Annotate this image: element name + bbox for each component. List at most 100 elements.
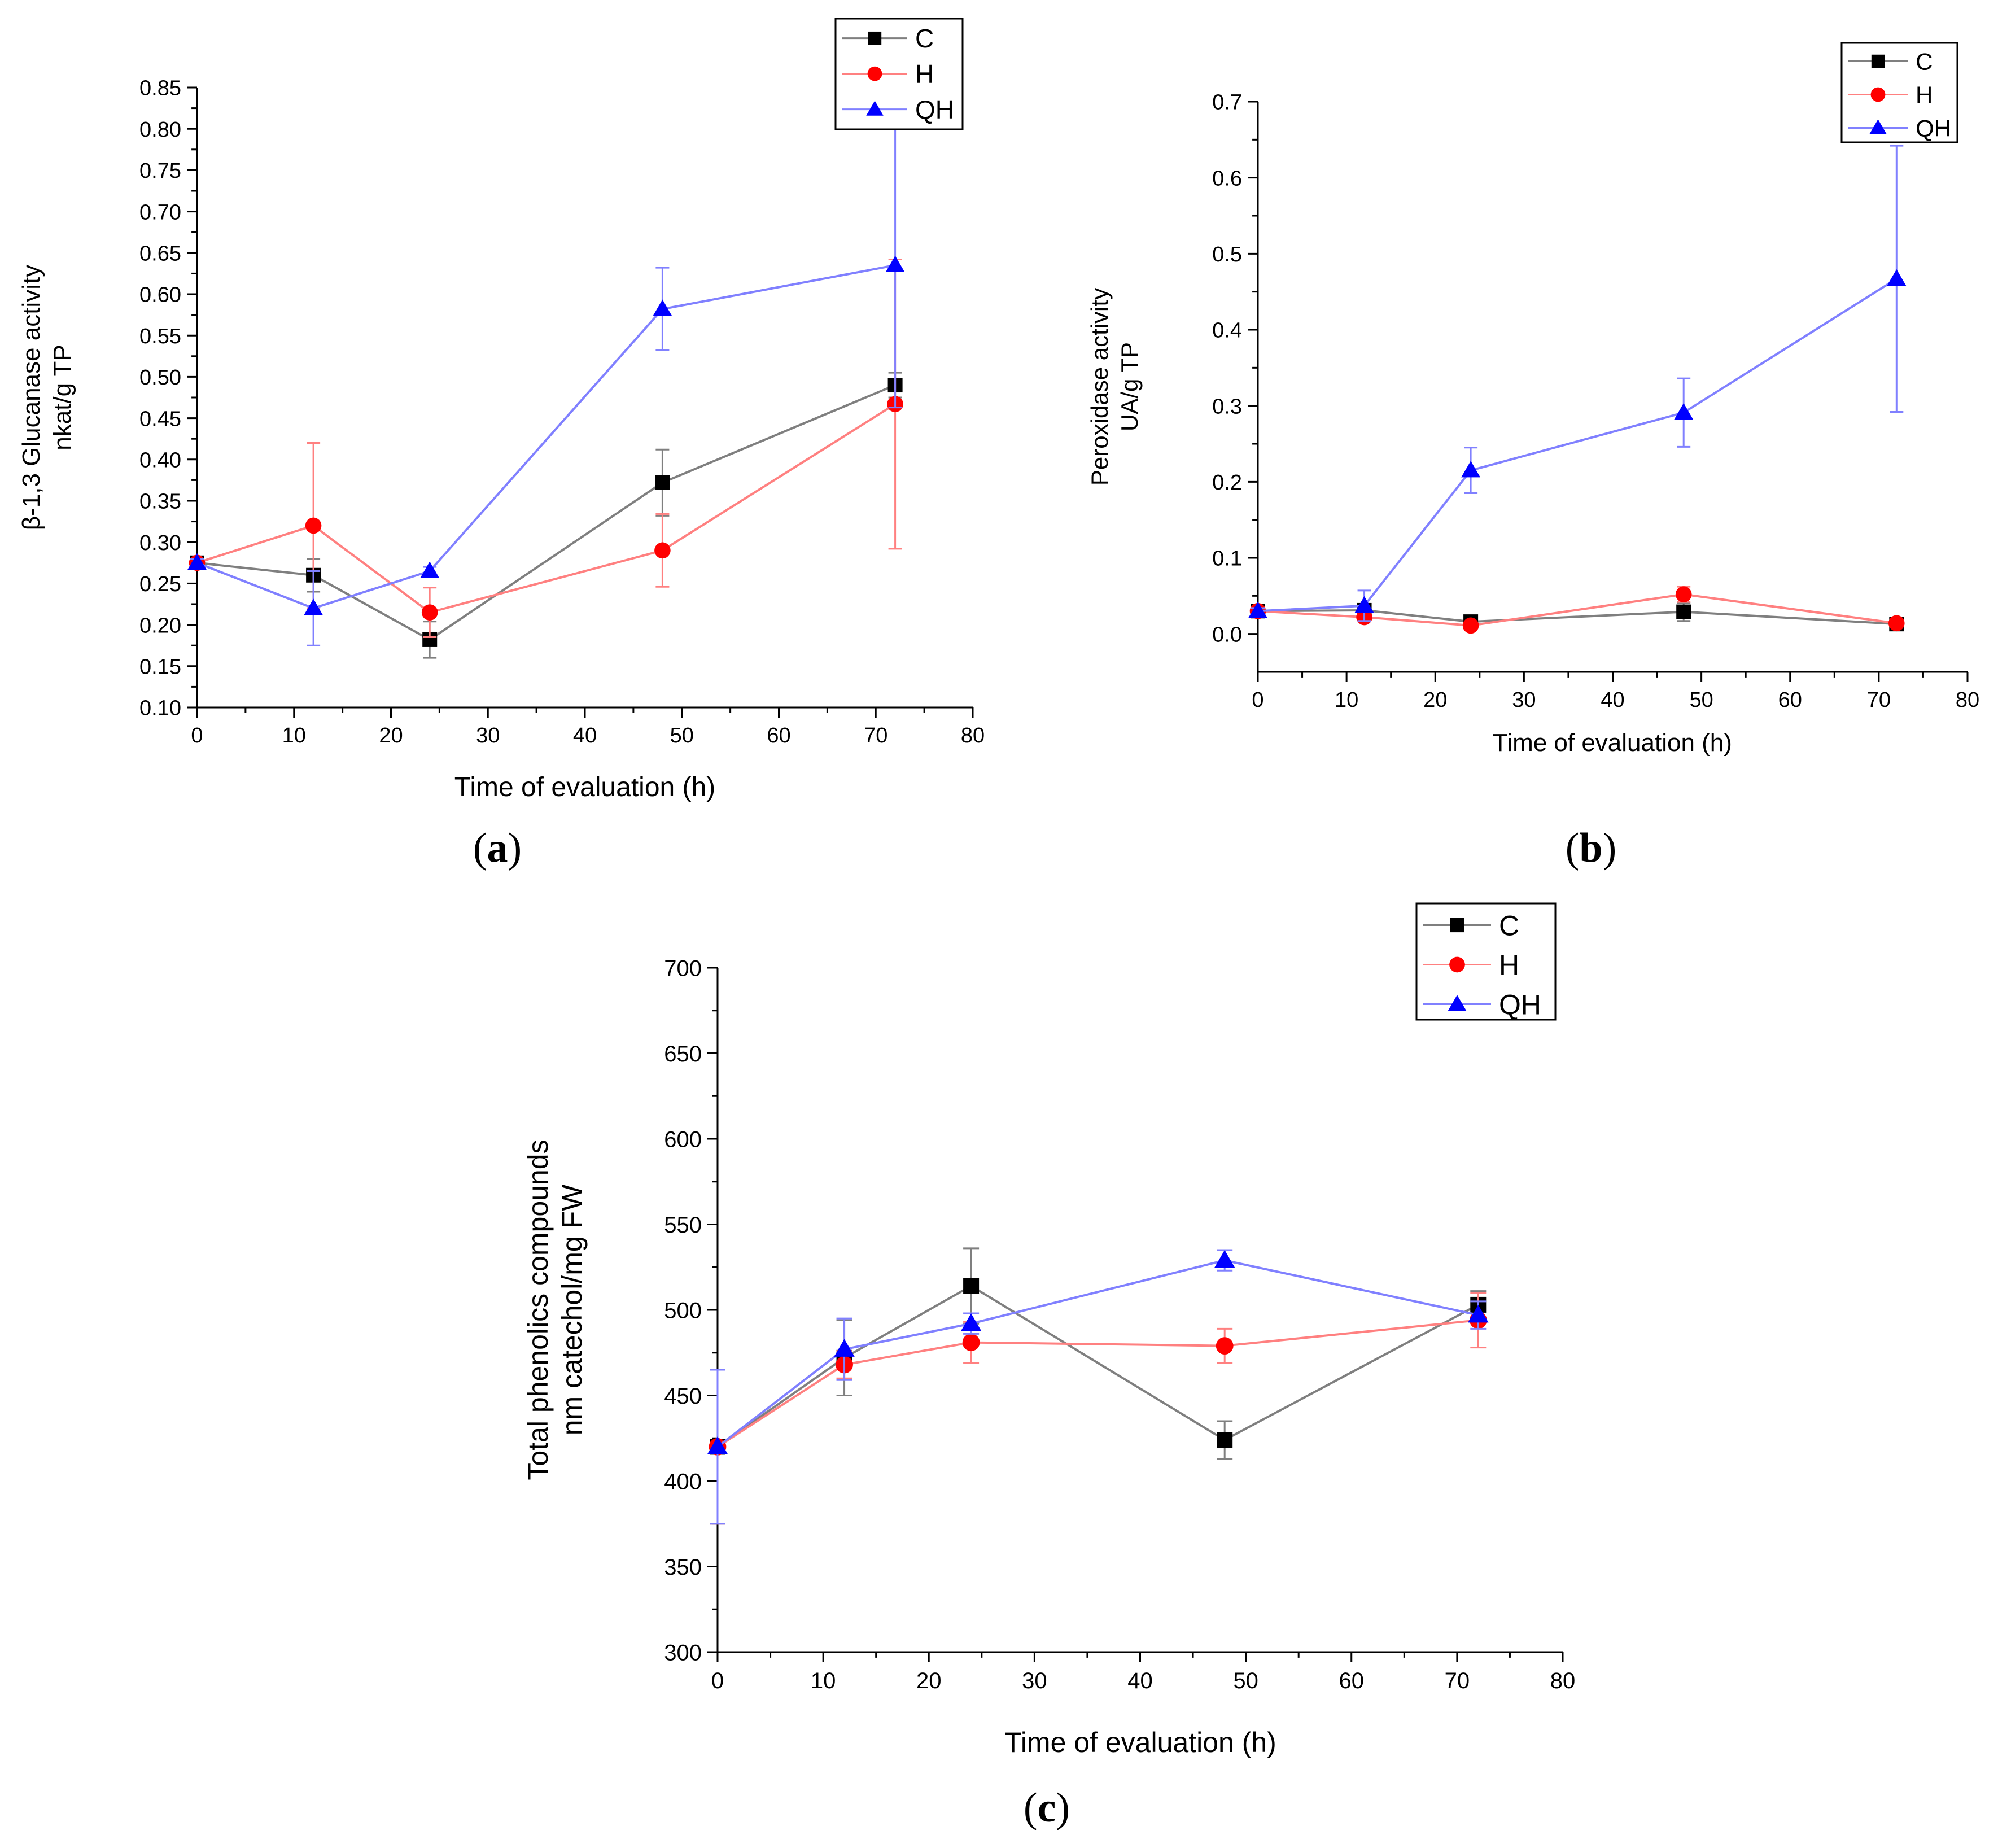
legend-marker-H [1870,87,1886,102]
y-tick-label: 0.60 [139,283,181,307]
data-point-QH [1214,1250,1235,1268]
legend-label-QH: QH [915,95,954,124]
x-tick-label: 20 [1423,688,1447,712]
panel-label-c: (c) [1023,1785,1070,1831]
legend-marker-QH [866,101,884,116]
legend-label-QH: QH [1499,989,1541,1021]
y-tick-label: 0.40 [139,448,181,472]
x-tick-label: 40 [1601,688,1624,712]
chart-c-svg: 0 10 20 30 40 50 60 70 80 300 350 400 450 500 550 600 65… [522,902,1576,1758]
series-QH [187,122,905,646]
chart-panel-b: 0 10 20 30 40 50 60 70 80 0.0 0.1 0.2 0.3 0.4 0.5 0.6 0.… [999,0,1998,903]
legend-marker-QH [1448,995,1467,1011]
y-axis-label: nkat/g TP [49,344,76,451]
y-tick-label: 0.30 [139,531,181,555]
x-tick-label: 30 [476,724,500,748]
x-tick-label: 80 [961,724,985,748]
x-tick-label: 0 [1252,688,1263,712]
data-point-C [1676,604,1691,619]
y-tick-label: 0.15 [139,655,181,679]
data-point-QH [1248,601,1267,618]
y-tick-label: 0.25 [139,573,181,596]
y-axis-label: nm catechol/mg FW [556,1184,588,1435]
data-point-H [1462,617,1479,634]
series-H [709,1292,1487,1525]
x-tick-label: 20 [379,724,403,748]
series-line-QH [1257,278,1898,613]
y-tick-label: 0.7 [1212,91,1242,115]
x-tick-label: 80 [1550,1668,1576,1693]
y-tick-label: 0.3 [1212,395,1242,418]
x-tick-label: 50 [1233,1668,1258,1693]
y-axis-label: UA/g TP [1116,342,1143,431]
legend-marker-C [1871,54,1885,68]
panel-label-a: (a) [473,825,522,871]
data-point-QH [420,561,440,578]
panel-label-b: (b) [1565,825,1617,871]
y-tick-label: 0.70 [139,200,181,224]
chart-panel-c: 0 10 20 30 40 50 60 70 80 300 350 400 450 500 550 600 65… [0,902,1998,1848]
y-tick-label: 0.20 [139,614,181,637]
y-tick-label: 0.80 [139,118,181,142]
x-tick-label: 0 [711,1668,724,1693]
x-tick-label: 30 [1022,1668,1047,1693]
legend-marker-H [1449,956,1465,973]
data-point-QH [960,1313,982,1331]
x-tick-label: 70 [1445,1668,1470,1693]
data-point-H [1675,586,1692,602]
x-tick-label: 30 [1512,688,1536,712]
x-tick-label: 50 [670,724,694,748]
legend-label-H: H [1499,950,1519,981]
y-tick-label: 400 [664,1469,702,1494]
series-C [190,372,903,659]
y-tick-label: 300 [664,1640,702,1665]
legend-marker-C [868,31,882,45]
series-line-H [716,1319,1479,1448]
series-H [189,259,903,639]
data-point-H [962,1334,980,1351]
legend-label-C: C [915,24,934,53]
x-tick-label: 10 [811,1668,836,1693]
legend-box [1415,902,1557,1021]
series-line-C [716,1285,1479,1448]
series-C [710,1247,1487,1525]
data-point-QH [304,598,323,615]
y-tick-label: 0.65 [139,242,181,265]
series-QH [707,1249,1489,1525]
x-tick-label: 40 [573,724,597,748]
legend-label-QH: QH [1916,115,1951,142]
y-tick-label: 600 [664,1127,702,1152]
data-point-QH [1887,269,1907,286]
y-tick-label: 0.50 [139,366,181,390]
y-tick-label: 700 [664,956,702,981]
y-tick-label: 0.45 [139,407,181,431]
y-tick-label: 350 [664,1555,702,1580]
legend-box [1840,42,1958,143]
x-axis-label: Time of evaluation (h) [454,772,715,802]
legend-label-C: C [1499,910,1519,942]
data-point-QH [1354,596,1374,613]
legend-marker-C [1450,918,1464,933]
x-tick-label: 40 [1127,1668,1153,1693]
y-axis-label: β-1,3 Glucanase activity [18,265,45,530]
data-point-H [305,517,322,534]
data-point-QH [1468,1304,1489,1323]
y-tick-label: 0.10 [139,697,181,720]
data-point-C [655,475,670,490]
series-line-C [196,384,896,641]
legend-marker-H [867,66,882,81]
y-tick-label: 0.6 [1212,167,1242,190]
y-tick-label: 0.55 [139,325,181,348]
y-tick-label: 0.85 [139,77,181,101]
x-tick-label: 80 [1956,688,1979,712]
legend-label-H: H [1916,82,1933,108]
x-tick-label: 50 [1689,688,1713,712]
legend-label-H: H [915,59,934,89]
y-axis-label: Peroxidase activity [1086,288,1113,486]
y-tick-label: 0.75 [139,159,181,183]
y-tick-label: 0.1 [1212,547,1242,571]
series-line-H [196,403,896,614]
data-point-QH [1674,403,1694,420]
series-line-QH [196,264,895,610]
x-tick-label: 60 [1339,1668,1365,1693]
